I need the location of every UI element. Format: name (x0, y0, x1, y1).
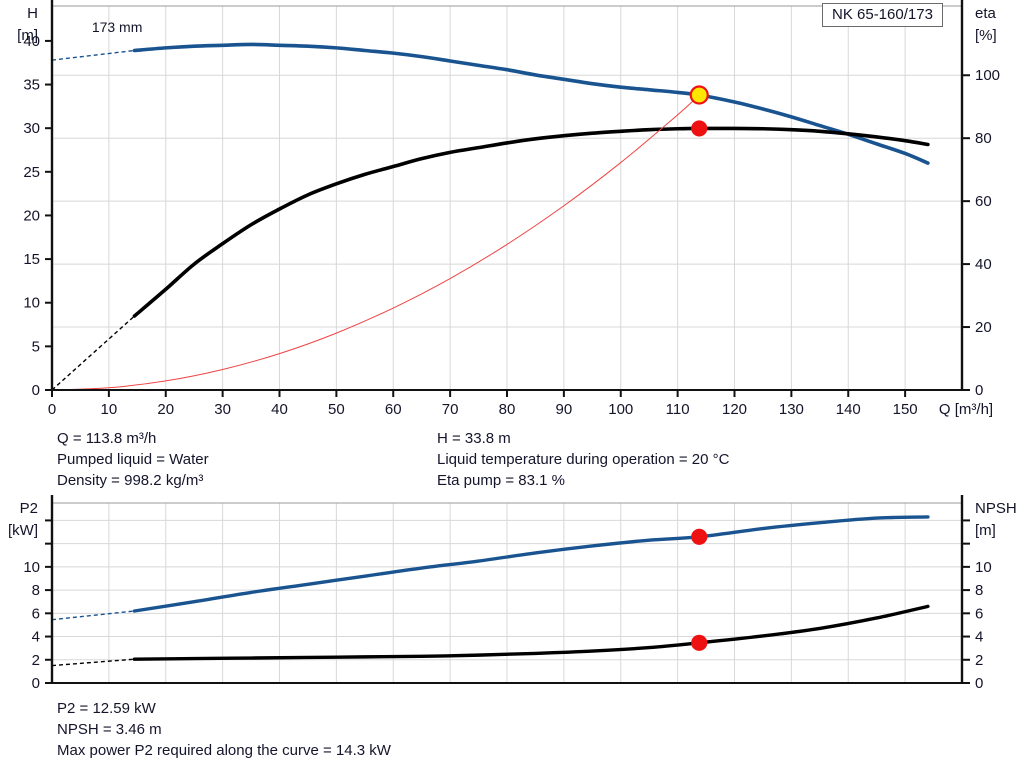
y-tick-label-right: 60 (975, 193, 992, 210)
y-axis-title-left: P2 (20, 500, 38, 517)
x-tick-label: 10 (101, 401, 118, 418)
y-tick-label-left: 35 (23, 77, 40, 94)
x-tick-label: 150 (893, 401, 918, 418)
x-axis-title: Q [m³/h] (939, 401, 993, 418)
power-curve (132, 515, 930, 613)
info-eta-pump: Eta pump = 83.1 % (437, 472, 565, 489)
duty-point-efficiency (691, 120, 708, 137)
info-max-power: Max power P2 required along the curve = … (57, 742, 391, 759)
power-npsh-svg: 0 2 4 6 8 10 0 2 4 6 8 10 P2 [kW] NPSH [m] (8, 495, 1017, 692)
y-tick-label-right: 10 (975, 559, 992, 576)
x-tick-label: 30 (214, 401, 231, 418)
y-tick-label-left: 4 (32, 629, 40, 646)
x-tick-label: 40 (271, 401, 288, 418)
pump-model-label: NK 65-160/173 (822, 3, 943, 27)
y-tick-label-right: 8 (975, 582, 983, 599)
x-tick-label: 60 (385, 401, 402, 418)
x-tick-label: 70 (442, 401, 459, 418)
y-tick-label-left: 2 (32, 652, 40, 669)
duty-points-group (691, 528, 708, 651)
y-tick-label-right: 80 (975, 130, 992, 147)
head-curve-dashed-extension (51, 49, 135, 61)
efficiency-curve (132, 126, 930, 318)
x-tick-label: 120 (722, 401, 747, 418)
grid-lines (52, 6, 962, 390)
info-p2: P2 = 12.59 kW (57, 700, 156, 717)
x-tick-label: 80 (499, 401, 516, 418)
y-tick-label-left: 25 (23, 164, 40, 181)
y-axis-unit-left: [kW] (8, 522, 38, 539)
y-tick-label-left: 15 (23, 251, 40, 268)
y-axis-unit-right: [%] (975, 27, 997, 44)
y-tick-label-left: 6 (32, 605, 40, 622)
y-tick-label-right: 0 (975, 675, 983, 692)
y-tick-label-left: 0 (32, 382, 40, 399)
y-axis-title-right: NPSH (975, 500, 1017, 517)
duty-points-group (689, 85, 709, 137)
y-tick-label-left: 10 (23, 559, 40, 576)
y-axis-title-left: H (27, 5, 38, 22)
series-group (51, 515, 930, 667)
y-axis-title-right: eta (975, 5, 997, 22)
x-tick-label: 50 (328, 401, 345, 418)
y-axis-right-ticks: 0 2 4 6 8 10 (962, 519, 992, 692)
y-tick-label-right: 4 (975, 629, 983, 646)
npsh-curve (132, 604, 930, 661)
series-group (51, 42, 930, 391)
y-tick-label-right: 0 (975, 382, 983, 399)
duty-info-right: H = 33.8 m Liquid temperature during ope… (437, 428, 729, 491)
x-axis-ticks: 0 10 20 30 40 50 60 70 80 90 100 110 120 130 140 150 Q [… (48, 390, 993, 418)
y-tick-label-left: 30 (23, 120, 40, 137)
efficiency-curve-dashed-extension (51, 315, 135, 391)
info-density: Density = 998.2 kg/m³ (57, 472, 204, 489)
y-tick-label-left: 40 (23, 33, 40, 50)
info-pumped-liquid: Pumped liquid = Water (57, 451, 209, 468)
grid-lines (52, 503, 962, 683)
head-efficiency-svg: 173 mm 0 5 10 15 20 25 30 35 40 0 20 40 60 80 100 0 10 20 3… (17, 0, 1000, 418)
power-info-block: P2 = 12.59 kW NPSH = 3.46 m Max power P2… (57, 698, 391, 761)
y-tick-label-right: 40 (975, 256, 992, 273)
info-liquid-temperature: Liquid temperature during operation = 20… (437, 451, 730, 468)
y-tick-label-right: 2 (975, 652, 983, 669)
duty-point-head (689, 85, 709, 105)
y-axis-unit-left: [m] (17, 27, 38, 44)
info-head: H = 33.8 m (437, 430, 511, 447)
duty-point-power (691, 528, 708, 545)
info-npsh: NPSH = 3.46 m (57, 721, 162, 738)
y-tick-label-right: 20 (975, 319, 992, 336)
info-flow: Q = 113.8 m³/h (57, 430, 157, 447)
y-tick-label-right: 6 (975, 605, 983, 622)
x-tick-label: 0 (48, 401, 56, 418)
system-duty-curve (51, 94, 700, 391)
x-tick-label: 20 (157, 401, 174, 418)
x-tick-label: 130 (779, 401, 804, 418)
x-tick-label: 90 (556, 401, 573, 418)
y-axis-left-ticks: 0 5 10 15 20 25 30 35 40 (23, 33, 52, 399)
y-axis-right-ticks: 0 20 40 60 80 100 (962, 67, 1000, 399)
duty-info-left: Q = 113.8 m³/h Pumped liquid = Water Den… (57, 428, 209, 491)
head-efficiency-chart: 173 mm 0 5 10 15 20 25 30 35 40 0 20 40 60 80 100 0 10 20 3… (17, 0, 1000, 418)
head-curve (132, 42, 930, 165)
y-axis-left-ticks: 0 2 4 6 8 10 (23, 519, 52, 692)
y-axis-unit-right: [m] (975, 522, 996, 539)
curve-annotation: 173 mm (92, 19, 143, 35)
duty-point-npsh (691, 634, 708, 651)
x-tick-label: 140 (836, 401, 861, 418)
x-tick-label: 110 (666, 401, 690, 418)
y-tick-label-left: 8 (32, 582, 40, 599)
y-tick-label-right: 100 (975, 67, 1000, 84)
x-tick-label: 100 (608, 401, 633, 418)
y-tick-label-left: 10 (23, 295, 40, 312)
y-tick-label-left: 5 (32, 338, 40, 355)
y-tick-label-left: 0 (32, 675, 40, 692)
power-curve-dashed-extension (51, 610, 135, 621)
power-npsh-chart: 0 2 4 6 8 10 0 2 4 6 8 10 P2 [kW] NPSH [m] (0, 495, 1024, 695)
y-tick-label-left: 20 (23, 207, 40, 224)
